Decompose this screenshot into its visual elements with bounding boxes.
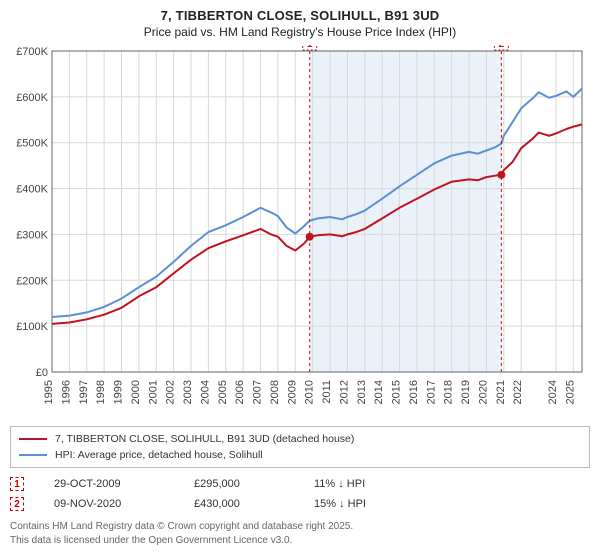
marker-delta-1: 11% ↓ HPI	[314, 478, 365, 490]
svg-text:2: 2	[499, 45, 505, 50]
svg-text:2016: 2016	[408, 380, 420, 404]
marker-date-2: 09-NOV-2020	[54, 498, 164, 510]
title-block: 7, TIBBERTON CLOSE, SOLIHULL, B91 3UD Pr…	[10, 8, 590, 39]
svg-text:1998: 1998	[95, 380, 107, 404]
svg-text:2009: 2009	[286, 380, 298, 404]
legend-row: 7, TIBBERTON CLOSE, SOLIHULL, B91 3UD (d…	[19, 431, 581, 447]
svg-text:£0: £0	[36, 367, 48, 379]
svg-text:2012: 2012	[338, 380, 350, 404]
svg-text:£700K: £700K	[16, 46, 48, 58]
chart-svg: £0 £100K £200K £300K £400K £500K £600K £700K 199…	[10, 45, 590, 420]
legend-row: HPI: Average price, detached house, Soli…	[19, 447, 581, 463]
svg-text:1996: 1996	[60, 380, 72, 404]
marker-price-2: £430,000	[194, 498, 284, 510]
footer-line-2: This data is licensed under the Open Gov…	[10, 534, 590, 548]
svg-text:2007: 2007	[252, 380, 264, 404]
svg-text:2018: 2018	[443, 380, 455, 404]
svg-text:2022: 2022	[512, 380, 524, 404]
svg-text:2002: 2002	[165, 380, 177, 404]
footer-notes: Contains HM Land Registry data © Crown c…	[10, 520, 590, 547]
svg-text:2006: 2006	[234, 380, 246, 404]
markers-table: 1 29-OCT-2009 £295,000 11% ↓ HPI 2 09-NO…	[10, 474, 590, 514]
svg-text:2013: 2013	[356, 380, 368, 404]
legend-label-2: HPI: Average price, detached house, Soli…	[55, 449, 263, 461]
svg-text:2003: 2003	[182, 380, 194, 404]
svg-text:£600K: £600K	[16, 92, 48, 104]
chart-container: 7, TIBBERTON CLOSE, SOLIHULL, B91 3UD Pr…	[0, 0, 600, 560]
svg-text:£500K: £500K	[16, 138, 48, 150]
svg-text:2014: 2014	[373, 380, 385, 404]
svg-text:£300K: £300K	[16, 229, 48, 241]
svg-text:2017: 2017	[425, 380, 437, 404]
svg-text:2001: 2001	[147, 380, 159, 404]
svg-text:1999: 1999	[113, 380, 125, 404]
marker-badge-1: 1	[10, 477, 24, 491]
footer-line-1: Contains HM Land Registry data © Crown c…	[10, 520, 590, 534]
svg-text:2025: 2025	[564, 380, 576, 404]
svg-text:2020: 2020	[477, 380, 489, 404]
legend-box: 7, TIBBERTON CLOSE, SOLIHULL, B91 3UD (d…	[10, 426, 590, 468]
marker-delta-2: 15% ↓ HPI	[314, 498, 366, 510]
svg-text:1: 1	[307, 45, 313, 50]
svg-text:2005: 2005	[217, 380, 229, 404]
svg-text:2010: 2010	[304, 380, 316, 404]
svg-text:1995: 1995	[43, 380, 55, 404]
marker-badge-2: 2	[10, 497, 24, 511]
svg-text:2021: 2021	[495, 380, 507, 404]
marker-price-1: £295,000	[194, 478, 284, 490]
marker-date-1: 29-OCT-2009	[54, 478, 164, 490]
title-sub: Price paid vs. HM Land Registry's House …	[10, 25, 590, 39]
svg-text:2015: 2015	[391, 380, 403, 404]
svg-text:2004: 2004	[199, 380, 211, 404]
svg-text:2024: 2024	[547, 380, 559, 404]
svg-text:£400K: £400K	[16, 184, 48, 196]
svg-text:£200K: £200K	[16, 275, 48, 287]
marker-row: 1 29-OCT-2009 £295,000 11% ↓ HPI	[10, 474, 590, 494]
svg-text:£100K: £100K	[16, 321, 48, 333]
svg-text:2011: 2011	[321, 380, 333, 404]
svg-text:2019: 2019	[460, 380, 472, 404]
legend-label-1: 7, TIBBERTON CLOSE, SOLIHULL, B91 3UD (d…	[55, 433, 354, 445]
legend-swatch-1	[19, 438, 47, 440]
legend-swatch-2	[19, 454, 47, 456]
svg-text:2000: 2000	[130, 380, 142, 404]
title-main: 7, TIBBERTON CLOSE, SOLIHULL, B91 3UD	[10, 8, 590, 23]
svg-text:1997: 1997	[78, 380, 90, 404]
marker-row: 2 09-NOV-2020 £430,000 15% ↓ HPI	[10, 494, 590, 514]
chart-area: £0 £100K £200K £300K £400K £500K £600K £700K 199…	[10, 45, 590, 420]
svg-text:2008: 2008	[269, 380, 281, 404]
